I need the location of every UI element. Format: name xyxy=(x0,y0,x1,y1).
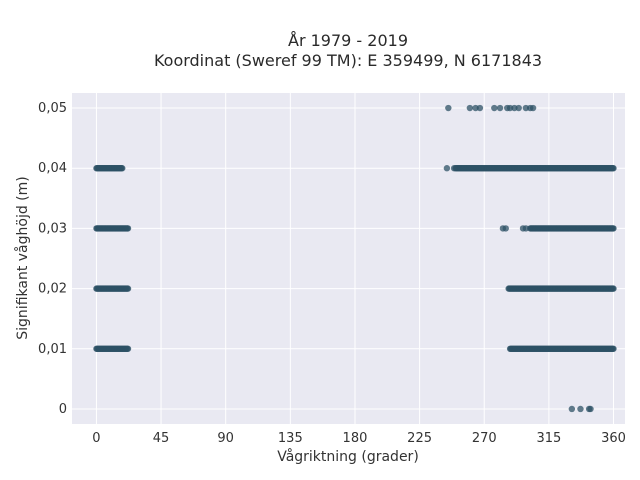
x-axis-label: Vågriktning (grader) xyxy=(277,448,419,465)
data-point xyxy=(450,165,458,172)
chart-title-line2: Koordinat (Sweref 99 TM): E 359499, N 61… xyxy=(154,51,542,70)
y-tick-label: 0 xyxy=(59,402,67,417)
y-tick-label: 0,02 xyxy=(38,282,67,297)
data-point xyxy=(443,165,451,172)
data-point xyxy=(496,104,504,112)
data-point xyxy=(610,165,617,172)
x-tick-label: 315 xyxy=(536,431,561,446)
data-point xyxy=(476,104,484,112)
data-markers xyxy=(93,104,617,413)
y-axis-ticks: 0 0,01 0,02 0,03 0,04 0,05 xyxy=(38,101,67,417)
y-axis-label: Signifikant våghöjd (m) xyxy=(14,176,31,339)
data-point xyxy=(124,345,132,352)
data-point xyxy=(466,104,474,112)
x-tick-label: 270 xyxy=(472,431,497,446)
data-point xyxy=(522,225,530,232)
chart-title-line1: År 1979 - 2019 xyxy=(288,31,408,50)
data-point xyxy=(610,345,617,352)
data-point xyxy=(119,165,126,172)
data-point xyxy=(610,225,617,232)
data-point xyxy=(124,285,132,292)
data-point xyxy=(568,405,576,413)
y-tick-label: 0,01 xyxy=(38,342,67,357)
data-point xyxy=(529,104,537,112)
y-tick-label: 0,05 xyxy=(38,101,67,116)
x-tick-label: 135 xyxy=(278,431,303,446)
data-point xyxy=(587,405,594,413)
plot-area xyxy=(72,93,625,424)
x-tick-label: 180 xyxy=(343,431,368,446)
x-tick-label: 0 xyxy=(92,431,100,446)
x-tick-label: 225 xyxy=(407,431,432,446)
x-tick-label: 90 xyxy=(217,431,234,446)
data-point xyxy=(515,104,522,112)
data-point xyxy=(502,225,509,232)
data-point xyxy=(577,405,584,413)
y-tick-label: 0,04 xyxy=(38,161,67,176)
data-point xyxy=(445,104,452,112)
data-point xyxy=(491,104,498,112)
x-tick-label: 360 xyxy=(601,431,626,446)
x-tick-label: 45 xyxy=(153,431,170,446)
data-point xyxy=(610,285,617,292)
data-point xyxy=(124,225,132,232)
y-tick-label: 0,03 xyxy=(38,221,67,236)
x-axis-ticks: 0 45 90 135 180 225 270 315 360 xyxy=(92,431,626,446)
